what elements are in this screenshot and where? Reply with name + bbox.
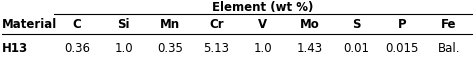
Text: Bal.: Bal.: [438, 41, 460, 55]
Text: 1.0: 1.0: [254, 41, 272, 55]
Text: Element (wt %): Element (wt %): [212, 1, 314, 14]
Text: P: P: [398, 17, 407, 31]
Text: 0.015: 0.015: [386, 41, 419, 55]
Text: S: S: [352, 17, 360, 31]
Text: C: C: [73, 17, 82, 31]
Text: Material: Material: [2, 17, 57, 31]
Text: Mo: Mo: [300, 17, 319, 31]
Text: 1.43: 1.43: [296, 41, 322, 55]
Text: 0.01: 0.01: [343, 41, 369, 55]
Text: Fe: Fe: [441, 17, 456, 31]
Text: V: V: [258, 17, 267, 31]
Text: Si: Si: [118, 17, 130, 31]
Text: H13: H13: [2, 41, 28, 55]
Text: Mn: Mn: [160, 17, 180, 31]
Text: 0.36: 0.36: [64, 41, 90, 55]
Text: 0.35: 0.35: [157, 41, 183, 55]
Text: Cr: Cr: [209, 17, 224, 31]
Text: 5.13: 5.13: [203, 41, 229, 55]
Text: 1.0: 1.0: [114, 41, 133, 55]
